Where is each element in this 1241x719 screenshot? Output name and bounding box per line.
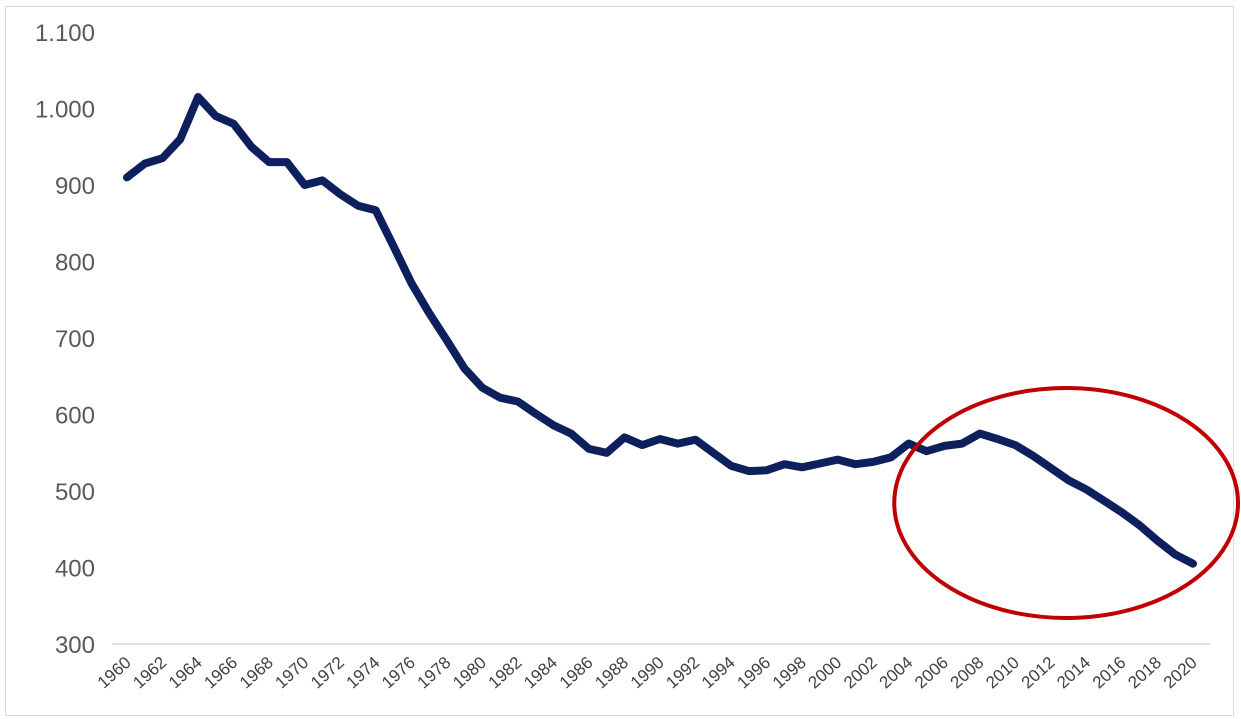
x-tick-label: 1972 [307, 653, 348, 692]
x-tick-label: 1990 [627, 653, 668, 692]
x-tick-label: 2012 [1018, 653, 1059, 692]
x-tick-label: 1968 [236, 653, 277, 692]
x-tick-label: 2016 [1089, 653, 1130, 692]
x-tick-label: 1974 [343, 653, 384, 692]
x-tick-label: 1980 [449, 653, 490, 692]
highlight-ellipse [892, 386, 1240, 620]
x-tick-label: 2008 [947, 653, 988, 692]
y-tick-label: 500 [55, 479, 95, 506]
x-tick-label: 1994 [698, 653, 739, 692]
x-tick-label: 1982 [485, 653, 526, 692]
x-tick-label: 2014 [1053, 653, 1094, 692]
y-tick-label: 800 [55, 250, 95, 277]
y-tick-label: 1.100 [35, 20, 95, 47]
series-line [123, 93, 1197, 568]
x-tick-label: 2010 [982, 653, 1023, 692]
x-tick-label: 2004 [876, 653, 917, 692]
x-tick-label: 1964 [165, 653, 206, 692]
x-tick-label: 1960 [94, 653, 135, 692]
x-tick-label: 1996 [733, 653, 774, 692]
x-tick-label: 2002 [840, 653, 881, 692]
chart-frame [5, 6, 1234, 716]
x-tick-label: 1988 [591, 653, 632, 692]
x-tick-label: 2020 [1160, 653, 1201, 692]
x-tick-label: 1986 [556, 653, 597, 692]
x-tick-label: 1966 [200, 653, 241, 692]
x-tick-label: 2000 [805, 653, 846, 692]
y-tick-label: 300 [55, 632, 95, 659]
y-tick-label: 900 [55, 173, 95, 200]
x-tick-label: 1970 [272, 653, 313, 692]
y-tick-label: 400 [55, 556, 95, 583]
y-tick-label: 600 [55, 403, 95, 430]
x-tick-label: 1978 [414, 653, 455, 692]
y-tick-label: 1.000 [35, 97, 95, 124]
x-tick-label: 1976 [378, 653, 419, 692]
x-tick-label: 1992 [662, 653, 703, 692]
x-tick-label: 1998 [769, 653, 810, 692]
x-tick-label: 2018 [1124, 653, 1165, 692]
x-tick-label: 2006 [911, 653, 952, 692]
x-tick-label: 1962 [129, 653, 170, 692]
y-tick-label: 700 [55, 326, 95, 353]
x-tick-label: 1984 [520, 653, 561, 692]
